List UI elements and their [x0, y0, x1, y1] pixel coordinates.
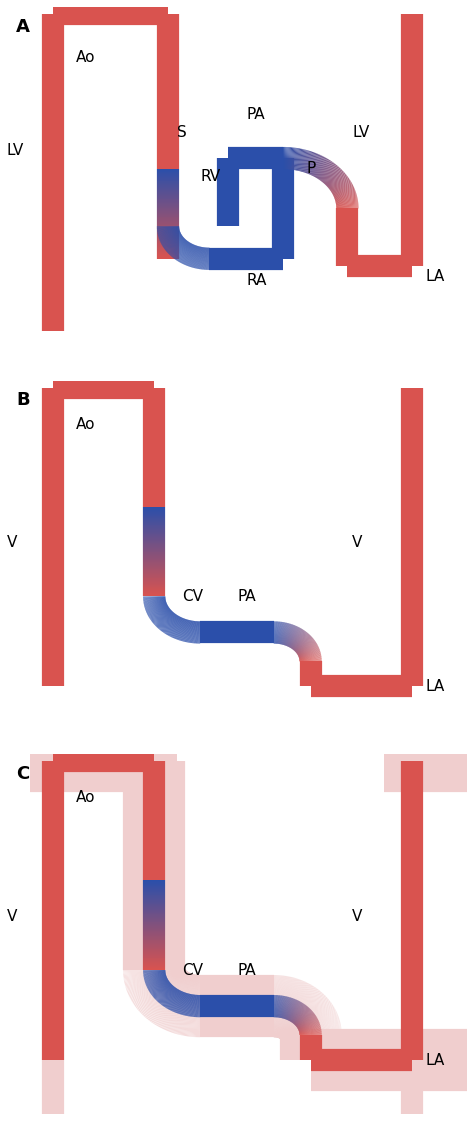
Text: V: V: [7, 909, 18, 924]
Text: V: V: [7, 535, 18, 550]
Text: A: A: [16, 18, 30, 36]
Text: PA: PA: [237, 589, 255, 604]
Text: LA: LA: [426, 269, 445, 285]
Text: LA: LA: [426, 1053, 445, 1067]
Text: Ao: Ao: [76, 50, 95, 65]
Text: CV: CV: [182, 963, 203, 978]
Text: LA: LA: [426, 679, 445, 694]
Text: V: V: [352, 909, 363, 924]
Text: RA: RA: [246, 272, 266, 288]
Text: Ao: Ao: [76, 417, 95, 432]
Text: B: B: [16, 391, 30, 409]
Text: S: S: [177, 126, 187, 140]
Text: C: C: [16, 765, 29, 784]
Text: LV: LV: [7, 143, 24, 158]
Text: CV: CV: [182, 589, 203, 604]
Text: RV: RV: [200, 168, 220, 184]
Text: PA: PA: [246, 108, 265, 122]
Text: PA: PA: [237, 963, 255, 978]
Text: Ao: Ao: [76, 790, 95, 805]
Text: LV: LV: [352, 126, 369, 140]
Text: V: V: [352, 535, 363, 550]
Text: P: P: [306, 161, 315, 176]
